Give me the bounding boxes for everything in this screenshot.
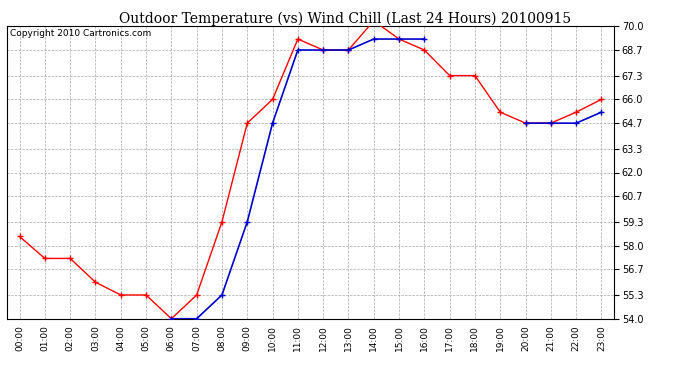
Text: Copyright 2010 Cartronics.com: Copyright 2010 Cartronics.com: [10, 29, 151, 38]
Text: Outdoor Temperature (vs) Wind Chill (Last 24 Hours) 20100915: Outdoor Temperature (vs) Wind Chill (Las…: [119, 11, 571, 26]
